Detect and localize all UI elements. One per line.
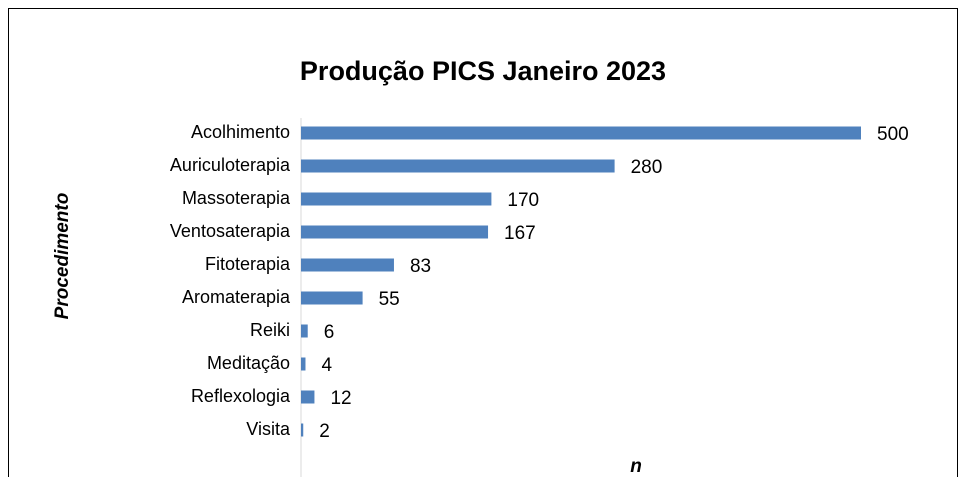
- data-label: 2: [319, 421, 330, 442]
- bar: [301, 126, 861, 140]
- data-label: 55: [379, 289, 400, 310]
- y-tick-label: Massoterapia: [182, 188, 291, 208]
- data-label: 12: [330, 388, 351, 409]
- data-label: 280: [631, 157, 663, 178]
- y-tick-label: Fitoterapia: [205, 254, 291, 274]
- y-tick-label: Acolhimento: [191, 122, 290, 142]
- data-label: 167: [504, 223, 536, 244]
- bar: [301, 258, 394, 272]
- bar: [301, 423, 304, 437]
- y-tick-label: Reflexologia: [191, 386, 291, 406]
- y-tick-label: Ventosaterapia: [170, 221, 291, 241]
- y-tick-label: Aromaterapia: [182, 287, 291, 307]
- bar: [301, 324, 308, 338]
- chart-title: Produção PICS Janeiro 2023: [300, 56, 666, 86]
- y-tick-label: Reiki: [250, 320, 290, 340]
- bar: [301, 357, 306, 371]
- y-axis-label: Procedimento: [52, 193, 73, 320]
- y-tick-label: Auriculoterapia: [170, 155, 291, 175]
- bar: [301, 291, 363, 305]
- x-axis-label: n: [630, 456, 642, 477]
- data-label: 83: [410, 256, 431, 277]
- bar: [301, 390, 315, 404]
- bar: [301, 192, 492, 206]
- chart-frame: [8, 8, 958, 477]
- bar: [301, 159, 615, 173]
- bar: [301, 225, 489, 239]
- y-tick-label: Visita: [246, 419, 291, 439]
- data-label: 6: [324, 322, 335, 343]
- data-label: 500: [877, 124, 909, 145]
- y-tick-label: Meditação: [207, 353, 290, 373]
- data-label: 4: [321, 355, 332, 376]
- data-label: 170: [507, 190, 539, 211]
